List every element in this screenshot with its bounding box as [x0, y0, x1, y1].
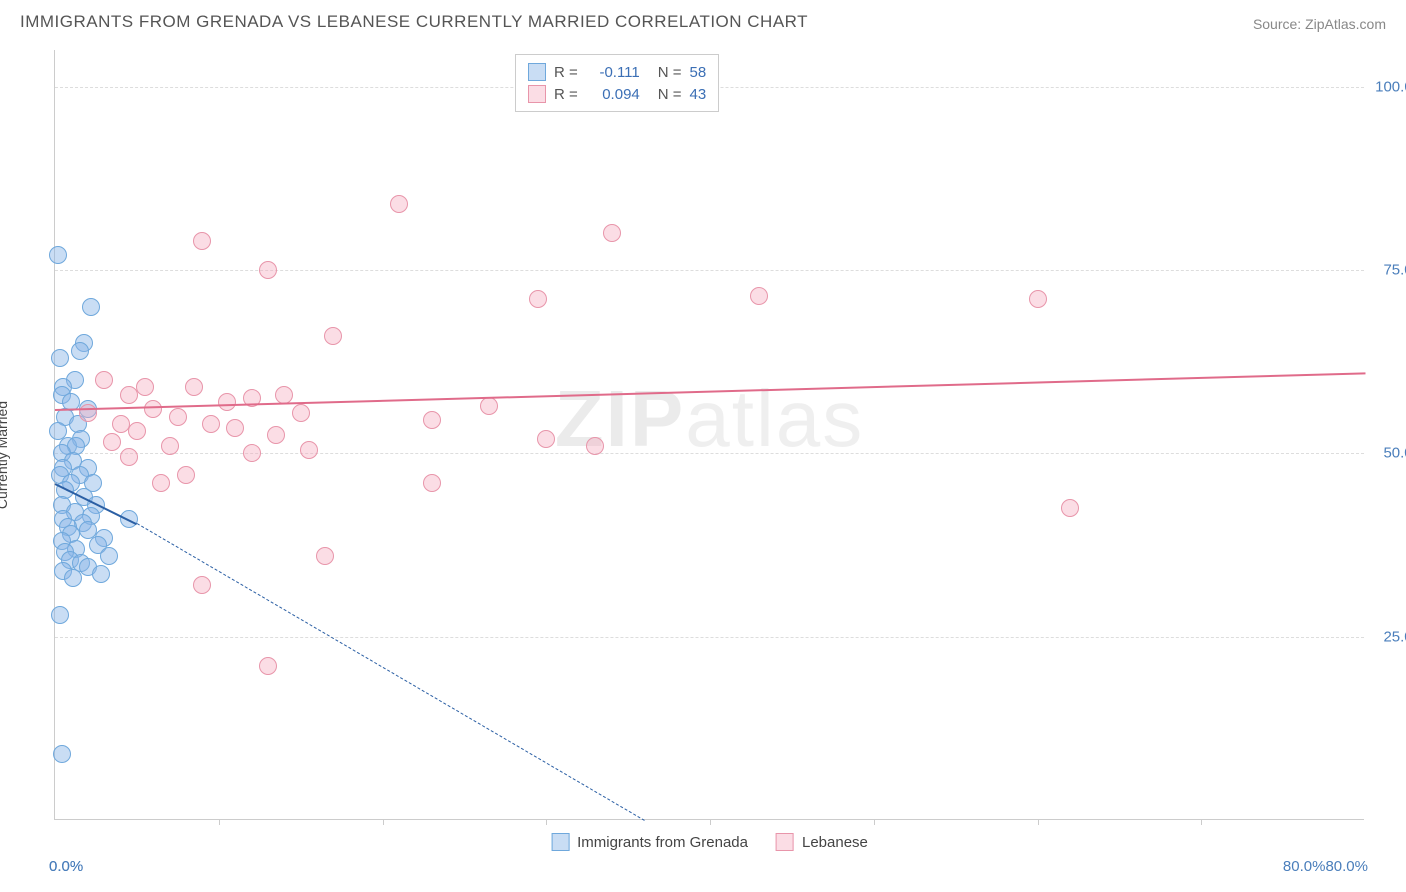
data-point: [185, 378, 203, 396]
x-tick: [1038, 819, 1039, 825]
legend-n-prefix: N =: [658, 86, 682, 103]
chart-container: Currently Married ZIPatlas R =-0.111N =5…: [12, 40, 1394, 870]
y-tick-label: 75.0%: [1383, 262, 1406, 279]
data-point: [71, 342, 89, 360]
y-tick-label: 50.0%: [1383, 445, 1406, 462]
data-point: [243, 444, 261, 462]
legend-r-prefix: R =: [554, 86, 578, 103]
data-point: [324, 327, 342, 345]
data-point: [169, 408, 187, 426]
data-point: [480, 397, 498, 415]
data-point: [112, 415, 130, 433]
data-point: [53, 745, 71, 763]
legend-n-prefix: N =: [658, 64, 682, 81]
x-tick: [383, 819, 384, 825]
legend-item: Lebanese: [776, 833, 868, 851]
data-point: [152, 474, 170, 492]
legend-r-prefix: R =: [554, 64, 578, 81]
y-tick-label: 25.0%: [1383, 628, 1406, 645]
legend-series-name: Immigrants from Grenada: [577, 834, 748, 851]
x-tick: [219, 819, 220, 825]
data-point: [423, 474, 441, 492]
data-point: [64, 569, 82, 587]
data-point: [193, 576, 211, 594]
data-point: [226, 419, 244, 437]
data-point: [128, 422, 146, 440]
gridline: [55, 270, 1364, 271]
series-legend: Immigrants from Grenada Lebanese: [551, 833, 868, 851]
legend-swatch: [528, 85, 546, 103]
data-point: [586, 437, 604, 455]
legend-item: Immigrants from Grenada: [551, 833, 748, 851]
data-point: [79, 404, 97, 422]
data-point: [51, 349, 69, 367]
data-point: [275, 386, 293, 404]
data-point: [529, 290, 547, 308]
data-point: [537, 430, 555, 448]
data-point: [750, 287, 768, 305]
data-point: [1061, 499, 1079, 517]
data-point: [423, 411, 441, 429]
plot-area: ZIPatlas R =-0.111N =58R =0.094N =43 Imm…: [54, 50, 1364, 820]
data-point: [49, 246, 67, 264]
legend-r-value: -0.111: [586, 64, 640, 81]
data-point: [136, 378, 154, 396]
data-point: [92, 565, 110, 583]
y-tick-label: 100.0%: [1375, 78, 1406, 95]
legend-r-value: 0.094: [586, 86, 640, 103]
legend-row: R = 0.094 N = 43: [528, 83, 706, 105]
data-point: [218, 393, 236, 411]
x-tick-label: 80.0%: [1325, 858, 1368, 875]
x-tick: [710, 819, 711, 825]
data-point: [300, 441, 318, 459]
data-point: [120, 386, 138, 404]
legend-swatch: [776, 833, 794, 851]
data-point: [95, 371, 113, 389]
gridline: [55, 637, 1364, 638]
legend-n-value: 58: [690, 64, 707, 81]
legend-swatch: [528, 63, 546, 81]
data-point: [177, 466, 195, 484]
x-tick-label: 0.0%: [49, 858, 83, 875]
source-label: Source: ZipAtlas.com: [1253, 16, 1386, 32]
data-point: [267, 426, 285, 444]
data-point: [100, 547, 118, 565]
x-tick: [546, 819, 547, 825]
legend-series-name: Lebanese: [802, 834, 868, 851]
stats-legend: R = -0.111 N = 58 R = 0.094 N = 43: [515, 54, 719, 112]
x-tick-label: 80.0%: [1283, 858, 1326, 875]
data-point: [82, 298, 100, 316]
legend-swatch: [551, 833, 569, 851]
data-point: [292, 404, 310, 422]
data-point: [51, 606, 69, 624]
data-point: [259, 261, 277, 279]
data-point: [259, 657, 277, 675]
x-tick: [1201, 819, 1202, 825]
data-point: [603, 224, 621, 242]
data-point: [103, 433, 121, 451]
legend-row: R = -0.111 N = 58: [528, 61, 706, 83]
trend-line: [137, 523, 645, 821]
y-axis-label: Currently Married: [0, 401, 10, 509]
legend-n-value: 43: [690, 86, 707, 103]
data-point: [316, 547, 334, 565]
data-point: [120, 448, 138, 466]
x-tick: [874, 819, 875, 825]
data-point: [1029, 290, 1047, 308]
chart-title: IMMIGRANTS FROM GRENADA VS LEBANESE CURR…: [20, 12, 808, 32]
data-point: [161, 437, 179, 455]
data-point: [144, 400, 162, 418]
data-point: [193, 232, 211, 250]
data-point: [390, 195, 408, 213]
data-point: [202, 415, 220, 433]
